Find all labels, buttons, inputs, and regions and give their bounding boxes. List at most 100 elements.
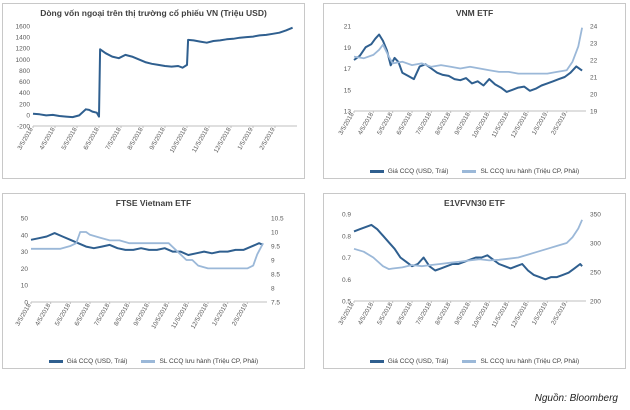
chart-legend: Giá CCQ (USD, Trái) SL CCQ lưu hành (Tri… — [324, 168, 625, 175]
y-tick-label: 19 — [344, 45, 352, 52]
x-tick-label: 9/5/2018 — [453, 111, 472, 136]
chart-panel-vnm-etf: VNM ETF 13 15 17 19 21 19 20 21 22 23 24 3/5/2018 4/… — [323, 3, 626, 179]
chart-title: Dòng vốn ngoại trên thị trường cổ phiếu … — [40, 8, 267, 18]
y-tick-label: 21 — [344, 24, 352, 31]
legend-label: SL CCQ lưu hành (Triệu CP, Phải) — [480, 358, 580, 365]
y-tick-label: 15 — [344, 87, 352, 94]
x-tick-label: 7/5/2018 — [104, 126, 123, 151]
y2-tick-label: 8 — [271, 286, 275, 293]
x-tick-label: 7/5/2018 — [415, 301, 434, 326]
x-tick-label: 5/5/2018 — [376, 301, 395, 326]
y-tick-label: 0.8 — [342, 233, 351, 240]
series-line-price — [353, 33, 583, 93]
source-note: Nguồn: Bloomberg — [534, 393, 618, 404]
y2-tick-label: 22 — [590, 58, 598, 65]
legend-item-price: Giá CCQ (USD, Trái) — [369, 358, 449, 365]
x-tick-label: 4/5/2018 — [34, 302, 53, 327]
chart-panel-ftse-vietnam-etf: FTSE Vietnam ETF 0 10 20 30 40 50 7.5 8 8.5 9 9.5 1… — [2, 193, 305, 369]
legend-swatch-light — [462, 360, 477, 363]
x-tick-label: 11/5/2018 — [191, 126, 211, 154]
y2-tick-label: 23 — [590, 41, 598, 48]
chart-svg: -200020040060080010001200140016003/5/201… — [16, 24, 297, 154]
y-tick-label: 0 — [26, 112, 30, 119]
x-tick-label: 6/5/2018 — [82, 126, 101, 151]
legend-swatch-light — [141, 360, 156, 363]
legend-item-price: Giá CCQ (USD, Trái) — [369, 168, 449, 175]
x-tick-label: 6/5/2018 — [73, 302, 92, 327]
y-tick-label: 20 — [21, 266, 29, 273]
x-tick-label: 5/5/2018 — [60, 126, 79, 151]
x-tick-label: 1/5/2019 — [531, 111, 550, 136]
legend-item-shares: SL CCQ lưu hành (Triệu CP, Phải) — [462, 358, 579, 365]
chart-title: FTSE Vietnam ETF — [115, 198, 192, 208]
y-tick-label: 13 — [344, 109, 352, 116]
x-tick-label: 11/5/2018 — [491, 111, 511, 139]
y2-tick-label: 200 — [590, 299, 601, 306]
x-tick-label: 10/5/2018 — [150, 302, 170, 330]
x-tick-label: 3/5/2018 — [14, 302, 33, 327]
x-tick-label: 9/5/2018 — [453, 301, 472, 326]
x-tick-label: 8/5/2018 — [113, 302, 132, 327]
x-tick-label: 2/5/2019 — [550, 111, 569, 136]
x-tick-label: 4/5/2018 — [38, 126, 57, 151]
y-tick-label: -200 — [17, 124, 30, 131]
legend-label: Giá CCQ (USD, Trái) — [66, 358, 128, 365]
legend-swatch-dark — [369, 170, 384, 173]
x-tick-label: 12/5/2018 — [213, 126, 233, 154]
y-tick-label: 30 — [21, 249, 29, 256]
legend-item-price: Giá CCQ (USD, Trái) — [48, 358, 128, 365]
y2-tick-label: 21 — [590, 75, 598, 82]
x-tick-label: 5/5/2018 — [54, 302, 73, 327]
legend-label: SL CCQ lưu hành (Triệu CP, Phải) — [159, 358, 259, 365]
y-tick-label: 0.5 — [342, 299, 351, 306]
x-tick-label: 5/5/2018 — [376, 111, 395, 136]
x-tick-label: 2/5/2019 — [550, 301, 569, 326]
y2-tick-label: 19 — [590, 109, 598, 116]
y2-tick-label: 7.5 — [271, 300, 280, 307]
y-tick-label: 600 — [19, 79, 30, 86]
chart-legend: Giá CCQ (USD, Trái) SL CCQ lưu hành (Tri… — [324, 358, 625, 365]
x-tick-label: 9/5/2018 — [132, 302, 151, 327]
x-tick-label: 10/5/2018 — [471, 111, 491, 139]
x-tick-label: 12/5/2018 — [510, 111, 530, 139]
x-tick-label: 10/5/2018 — [169, 126, 189, 154]
y2-tick-label: 300 — [590, 241, 601, 248]
x-tick-label: 8/5/2018 — [434, 111, 453, 136]
x-tick-label: 3/5/2018 — [337, 111, 356, 136]
chart-panel-foreign-flow: Dòng vốn ngoại trên thị trường cổ phiếu … — [2, 3, 305, 179]
x-tick-label: 6/5/2018 — [395, 301, 414, 326]
series-line-shares — [353, 27, 583, 75]
legend-item-shares: SL CCQ lưu hành (Triệu CP, Phải) — [141, 358, 258, 365]
y2-tick-label: 10 — [271, 230, 279, 237]
y-tick-label: 50 — [21, 216, 29, 223]
y-tick-label: 0.6 — [342, 277, 351, 284]
chart-svg: 0.5 0.6 0.7 0.8 0.9 200 250 300 350 3/5/2018 4/5/2… — [337, 212, 601, 330]
legend-label: Giá CCQ (USD, Trái) — [387, 168, 449, 175]
x-tick-label: 1/5/2019 — [531, 301, 550, 326]
legend-item-shares: SL CCQ lưu hành (Triệu CP, Phải) — [462, 168, 579, 175]
x-tick-label: 12/5/2018 — [510, 301, 530, 329]
x-tick-label: 11/5/2018 — [491, 301, 511, 329]
x-tick-label: 11/5/2018 — [170, 302, 190, 330]
x-tick-label: 3/5/2018 — [337, 301, 356, 326]
y-tick-label: 1200 — [16, 46, 31, 53]
series-line-price — [353, 223, 583, 281]
series-line-price — [30, 232, 264, 256]
y-tick-label: 1000 — [16, 57, 31, 64]
legend-swatch-light — [462, 170, 477, 173]
legend-label: Giá CCQ (USD, Trái) — [387, 358, 449, 365]
x-tick-label: 8/5/2018 — [434, 301, 453, 326]
x-tick-label: 7/5/2018 — [415, 111, 434, 136]
y2-tick-label: 10.5 — [271, 216, 284, 223]
y-tick-label: 17 — [344, 66, 352, 73]
chart-title: E1VFVN30 ETF — [444, 198, 505, 208]
x-tick-label: 9/5/2018 — [148, 126, 167, 151]
x-tick-label: 8/5/2018 — [126, 126, 145, 151]
chart-svg: 13 15 17 19 21 19 20 21 22 23 24 3/5/2018 4/5/2018 5/… — [337, 24, 598, 140]
y-tick-label: 1400 — [16, 35, 31, 42]
series-line-shares — [31, 231, 264, 270]
x-tick-label: 10/5/2018 — [471, 301, 491, 329]
x-tick-label: 4/5/2018 — [357, 301, 376, 326]
legend-label: SL CCQ lưu hành (Triệu CP, Phải) — [480, 168, 580, 175]
y-tick-label: 400 — [19, 90, 30, 97]
